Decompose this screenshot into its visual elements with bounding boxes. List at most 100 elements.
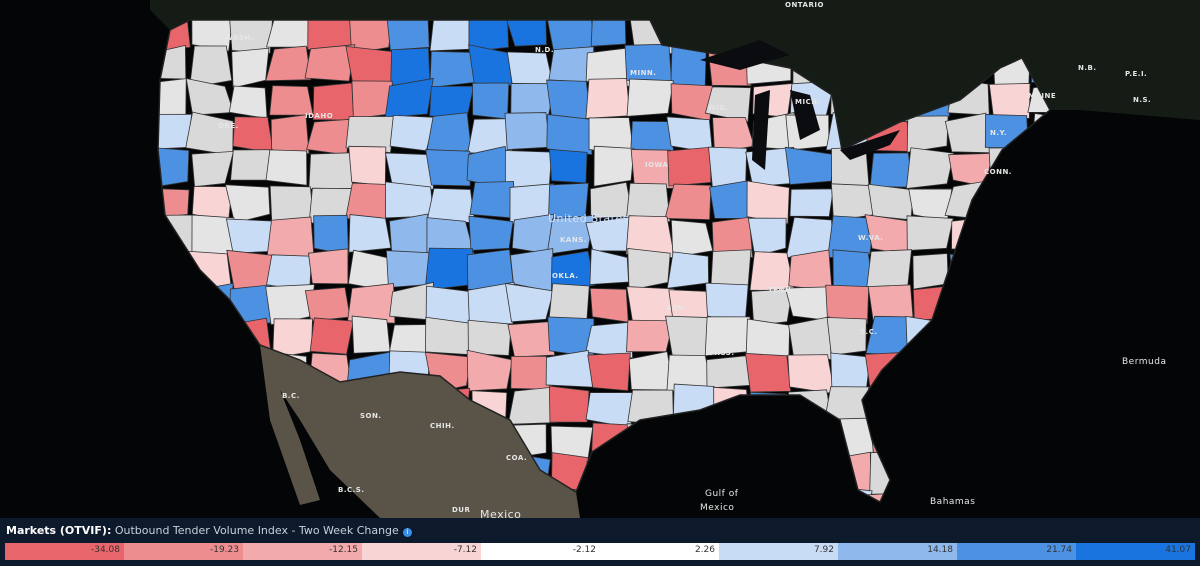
market[interactable] bbox=[546, 114, 593, 156]
market[interactable] bbox=[905, 147, 955, 189]
market[interactable] bbox=[827, 215, 876, 259]
market[interactable] bbox=[348, 145, 387, 187]
market[interactable] bbox=[546, 79, 592, 122]
market[interactable] bbox=[385, 181, 434, 219]
market[interactable] bbox=[385, 250, 433, 288]
market[interactable] bbox=[788, 316, 832, 360]
market[interactable] bbox=[704, 86, 752, 123]
market[interactable] bbox=[867, 183, 914, 221]
market[interactable] bbox=[386, 14, 430, 51]
market[interactable] bbox=[425, 112, 472, 155]
market[interactable] bbox=[745, 353, 792, 393]
market[interactable] bbox=[266, 216, 315, 259]
market[interactable] bbox=[749, 251, 796, 292]
market[interactable] bbox=[665, 315, 709, 361]
market[interactable] bbox=[313, 214, 349, 256]
market[interactable] bbox=[504, 112, 551, 151]
market[interactable] bbox=[906, 115, 949, 153]
market[interactable] bbox=[546, 214, 595, 255]
market[interactable] bbox=[384, 152, 436, 190]
market[interactable] bbox=[472, 82, 510, 120]
market[interactable] bbox=[666, 251, 709, 289]
market[interactable] bbox=[866, 249, 912, 290]
market[interactable] bbox=[308, 152, 354, 190]
market[interactable] bbox=[191, 150, 235, 188]
market[interactable] bbox=[269, 85, 314, 116]
market[interactable] bbox=[265, 149, 308, 186]
market[interactable] bbox=[825, 284, 870, 325]
market[interactable] bbox=[304, 44, 356, 82]
market[interactable] bbox=[304, 287, 351, 322]
market[interactable] bbox=[630, 120, 675, 154]
market[interactable] bbox=[345, 116, 396, 154]
market[interactable] bbox=[670, 219, 714, 258]
market[interactable] bbox=[265, 45, 312, 82]
market[interactable] bbox=[309, 317, 354, 355]
market[interactable] bbox=[265, 284, 316, 326]
market[interactable] bbox=[306, 118, 352, 156]
market[interactable] bbox=[425, 316, 475, 356]
market[interactable] bbox=[429, 50, 476, 89]
market[interactable] bbox=[787, 354, 836, 395]
market[interactable] bbox=[505, 14, 547, 47]
market[interactable] bbox=[191, 12, 234, 52]
market[interactable] bbox=[869, 152, 913, 188]
market[interactable] bbox=[670, 83, 713, 122]
market[interactable] bbox=[585, 321, 633, 359]
market[interactable] bbox=[625, 182, 671, 223]
market[interactable] bbox=[906, 215, 954, 251]
market[interactable] bbox=[224, 184, 271, 224]
market[interactable] bbox=[270, 114, 310, 155]
market[interactable] bbox=[506, 51, 554, 85]
market[interactable] bbox=[751, 288, 794, 327]
market[interactable] bbox=[425, 149, 471, 187]
market[interactable] bbox=[745, 318, 790, 357]
market[interactable] bbox=[664, 183, 712, 221]
market[interactable] bbox=[466, 349, 513, 392]
market[interactable] bbox=[307, 248, 349, 285]
market[interactable] bbox=[589, 287, 629, 323]
market[interactable] bbox=[507, 321, 556, 358]
market[interactable] bbox=[593, 145, 635, 187]
market[interactable] bbox=[426, 187, 476, 223]
market[interactable] bbox=[348, 11, 395, 54]
market[interactable] bbox=[348, 214, 392, 253]
market[interactable] bbox=[228, 85, 268, 119]
market[interactable] bbox=[706, 355, 754, 389]
market[interactable] bbox=[548, 148, 588, 184]
market[interactable] bbox=[505, 282, 554, 323]
market[interactable] bbox=[587, 352, 631, 392]
market[interactable] bbox=[351, 315, 391, 354]
market[interactable] bbox=[550, 250, 596, 293]
market[interactable] bbox=[347, 283, 396, 324]
market[interactable] bbox=[507, 386, 556, 425]
market[interactable] bbox=[988, 83, 1031, 122]
market[interactable] bbox=[307, 17, 355, 51]
market[interactable] bbox=[711, 216, 754, 258]
market[interactable] bbox=[709, 180, 751, 219]
market[interactable] bbox=[468, 16, 509, 53]
market[interactable] bbox=[912, 253, 949, 290]
market[interactable] bbox=[626, 78, 674, 117]
market[interactable] bbox=[225, 218, 275, 254]
market[interactable] bbox=[467, 319, 512, 356]
market[interactable] bbox=[468, 215, 514, 251]
market[interactable] bbox=[384, 77, 434, 119]
market[interactable] bbox=[189, 45, 233, 89]
market[interactable] bbox=[826, 317, 867, 356]
market[interactable] bbox=[789, 188, 834, 217]
info-icon[interactable]: i bbox=[402, 528, 412, 537]
market[interactable] bbox=[784, 146, 835, 185]
market[interactable] bbox=[147, 187, 190, 219]
market[interactable] bbox=[469, 181, 516, 219]
market[interactable] bbox=[467, 281, 515, 326]
market[interactable] bbox=[229, 11, 274, 54]
market[interactable] bbox=[585, 78, 631, 119]
market[interactable] bbox=[667, 146, 712, 187]
market[interactable] bbox=[545, 350, 594, 388]
market[interactable] bbox=[746, 180, 790, 225]
market[interactable] bbox=[548, 385, 590, 423]
market[interactable] bbox=[626, 319, 675, 353]
market[interactable] bbox=[590, 12, 627, 47]
market[interactable] bbox=[747, 217, 787, 257]
